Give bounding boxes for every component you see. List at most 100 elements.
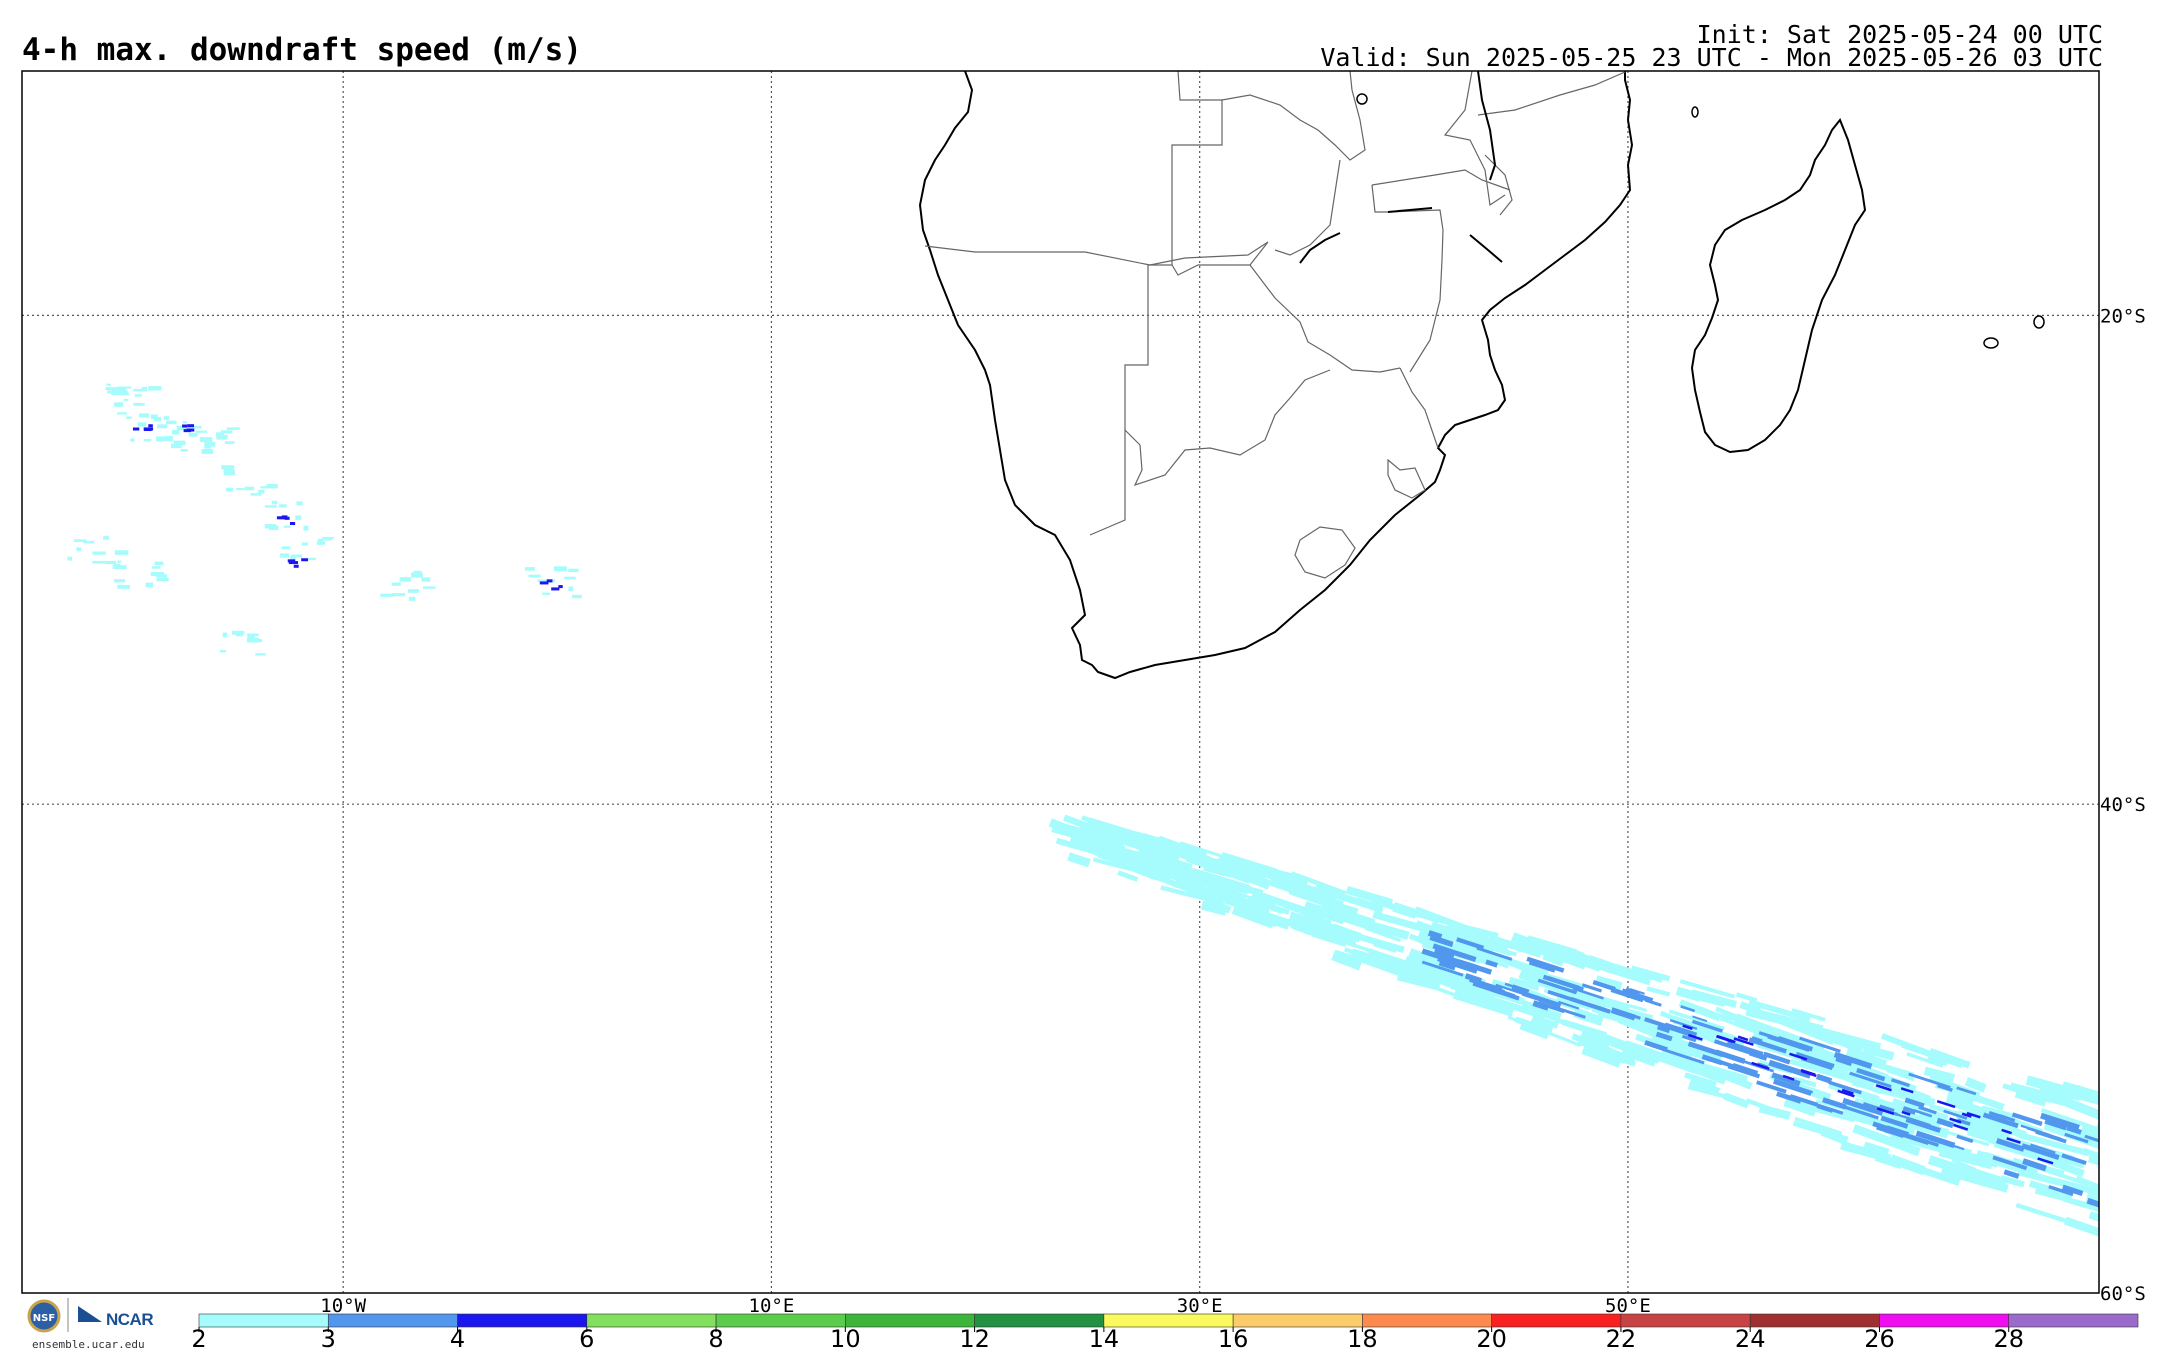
lake-island [1356, 93, 1368, 105]
colorbar-tick-label: 20 [1476, 1325, 1507, 1353]
colorbar-tick-label: 18 [1347, 1325, 1378, 1353]
field-streak [290, 556, 296, 562]
field-streak [391, 582, 401, 586]
field-streak [154, 561, 164, 566]
field-streak [133, 402, 142, 406]
field-streak [1928, 1048, 1971, 1069]
field-streak [1294, 892, 1322, 904]
colorbar-tick-label: 6 [579, 1325, 594, 1353]
field-streak [134, 394, 142, 397]
field-streak [1350, 948, 1422, 976]
field-streak [1841, 1088, 1854, 1095]
valid-time-range: Valid: Sun 2025-05-25 23 UTC - Mon 2025-… [1320, 43, 2103, 72]
field-streak [564, 576, 576, 580]
field-streak [150, 572, 165, 576]
field-streak [1737, 1035, 1749, 1042]
colorbar-tick-label: 10 [830, 1325, 861, 1353]
field-streak [220, 430, 233, 434]
field-streak [1547, 975, 1580, 990]
field-streak [1901, 1110, 1911, 1116]
field-streak [258, 489, 265, 494]
field-streak [132, 427, 140, 431]
colorbar-tick-label: 2 [191, 1325, 206, 1353]
field-streak [1352, 932, 1405, 954]
madagascar-coastline [1690, 118, 1867, 454]
field-streak [1630, 965, 1671, 982]
field-streak [1662, 1047, 1705, 1065]
field-streak [126, 416, 132, 419]
field-streak [2087, 1185, 2099, 1201]
field-streak [2096, 1122, 2099, 1145]
field-streak [1849, 1071, 1892, 1089]
field-streak [176, 425, 191, 431]
field-streak [1792, 1076, 1817, 1088]
lon-tick-label: 10°E [749, 1295, 795, 1317]
field-streak [2025, 1075, 2096, 1104]
field-streak [173, 440, 186, 446]
field-streak [1527, 935, 1577, 955]
field-streak [1964, 1076, 1987, 1093]
colorbar-swatch [1620, 1313, 1751, 1328]
field-streak [295, 515, 302, 520]
lon-tick-label: 50°E [1605, 1295, 1651, 1317]
colorbar-swatch [845, 1313, 975, 1328]
field-streak [1840, 1141, 1892, 1163]
field-streak [1179, 841, 1245, 865]
field-streak [2061, 1184, 2084, 1196]
field-streak [1776, 1091, 1802, 1104]
field-streak [188, 432, 198, 437]
field-streak [1794, 1116, 1843, 1136]
field-streak [1777, 1036, 1814, 1052]
field-streak [2006, 1137, 2021, 1144]
colorbar-swatch [974, 1313, 1105, 1328]
field-streak [1507, 1015, 1582, 1048]
field-streak [1768, 1059, 1812, 1079]
field-streak [1923, 1066, 1956, 1083]
colorbar-swatch [1232, 1313, 1363, 1328]
field-streak [1953, 1123, 1969, 1131]
field-streak [247, 633, 255, 639]
field-streak [1240, 908, 1303, 928]
field-streak [1733, 1037, 1754, 1046]
field-streak [1889, 1156, 1961, 1186]
logo-url: ensemble.ucar.edu [32, 1338, 145, 1351]
lat-tick-label: 60°S [2100, 1283, 2146, 1305]
field-streak [1799, 1036, 1841, 1053]
field-streak [1577, 1039, 1607, 1054]
field-streak [1386, 917, 1431, 935]
field-streak [1391, 967, 1420, 981]
field-streak [1701, 1054, 1723, 1066]
field-streak [204, 441, 216, 447]
field-streak [1485, 959, 1498, 968]
field-streak [1915, 1130, 1956, 1149]
field-streak [1484, 994, 1545, 1020]
field-streak [1083, 838, 1112, 855]
field-streak [1928, 1074, 1981, 1099]
field-streak [1937, 1083, 1953, 1092]
field-streak [1966, 1111, 1981, 1119]
colorbar-tick-label: 8 [708, 1325, 723, 1353]
field-streak [1880, 1115, 1909, 1129]
field-streak [568, 586, 574, 592]
field-streak [1479, 954, 1509, 969]
field-streak [1581, 983, 1603, 993]
lon-tick-label: 30°E [1177, 1295, 1223, 1317]
field-streak [1862, 1044, 1895, 1061]
field-streak [287, 559, 296, 563]
field-streak [1414, 906, 1490, 940]
field-streak [195, 430, 208, 433]
field-streak [1828, 1080, 1862, 1095]
field-streak [1875, 1084, 1892, 1092]
field-streak [1876, 1107, 1895, 1115]
colorbar-tick-label: 22 [1606, 1325, 1637, 1353]
field-streak [1621, 1049, 1657, 1067]
field-streak [1269, 877, 1335, 906]
field-streak [1260, 892, 1326, 919]
field-streak [1655, 1031, 1673, 1042]
field-streak [1625, 987, 1641, 997]
field-streak [1902, 1106, 1917, 1115]
field-streak [1758, 1104, 1791, 1120]
field-streak [153, 416, 161, 422]
lake-kariba [1299, 232, 1341, 264]
field-streak [1589, 993, 1647, 1013]
